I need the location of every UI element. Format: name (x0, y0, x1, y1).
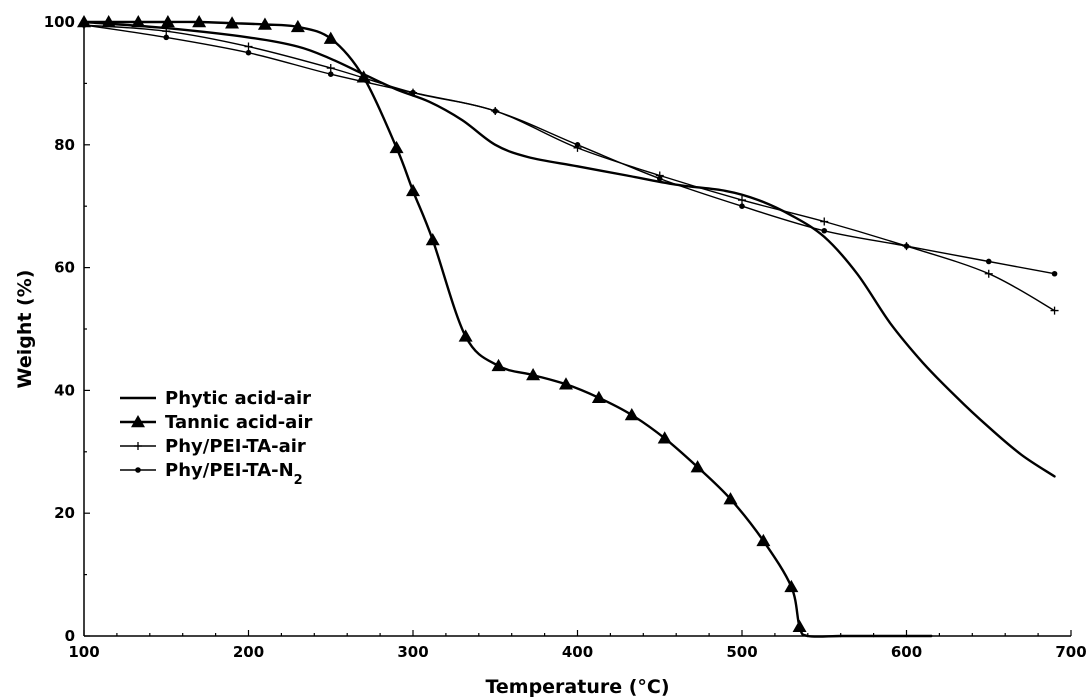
series-2-point (160, 15, 175, 28)
series-4 (81, 22, 1058, 277)
series-2-point (690, 460, 705, 473)
series-4-point (821, 227, 828, 234)
series-4-point (492, 108, 499, 114)
x-axis-title: Temperature (°C) (485, 676, 669, 698)
legend-subscript: 2 (294, 473, 303, 488)
series-2-point (458, 329, 473, 342)
legend-item-2: Tannic acid-air (120, 412, 312, 433)
legend-marker (135, 467, 141, 473)
series-3-line (83, 24, 1056, 312)
series-3-point (984, 269, 993, 278)
series-3 (80, 21, 1059, 315)
x-tick-label: 500 (726, 643, 757, 661)
y-axis-title: Weight (%) (14, 270, 36, 389)
series-2 (77, 15, 933, 638)
axes: 100 200 300 400 500 600 700 0 20 40 60 80 100 (44, 13, 1087, 661)
x-tick-label: 600 (891, 643, 922, 661)
series-2-point (929, 634, 933, 638)
legend-label: Phytic acid-air (165, 388, 311, 409)
legend-label: Phy/PEI-TA-air (165, 436, 306, 457)
series-2-point (591, 390, 606, 404)
legend-item-1: Phytic acid-air (120, 388, 311, 409)
series-1 (82, 20, 1056, 478)
series-4-point (245, 49, 252, 56)
legend-marker (131, 415, 145, 428)
series-2-point (491, 358, 506, 372)
y-tick-label: 80 (54, 136, 75, 154)
series-4-point (81, 22, 87, 28)
series-4-point (327, 71, 334, 77)
series-2-point (131, 15, 146, 28)
series-4-point (739, 203, 745, 209)
series-4-point (903, 243, 910, 249)
series-2-point (558, 377, 573, 390)
series-4-point (163, 34, 170, 41)
series-3-point (326, 64, 335, 73)
legend-item-3: Phy/PEI-TA-air (120, 436, 306, 457)
series-2-point (792, 619, 807, 633)
series-2-point (624, 407, 639, 421)
series-2-point (389, 140, 404, 154)
legend-label: Tannic acid-air (165, 412, 312, 433)
y-tick-label: 60 (54, 259, 75, 277)
series-2-point (526, 368, 541, 381)
x-tick-label: 700 (1055, 643, 1086, 661)
series-2-point (323, 31, 338, 44)
series-2-point (192, 15, 207, 28)
x-tick-label: 200 (233, 643, 264, 661)
series-4-point (1051, 270, 1058, 277)
series-2-point (425, 232, 440, 246)
series-4-point (410, 89, 416, 96)
series-2-point (290, 19, 305, 33)
series-4-point (656, 175, 663, 182)
series-4-point (985, 258, 992, 265)
series-2-point (406, 183, 420, 197)
series-2-line (82, 20, 933, 638)
series-2-point (257, 17, 272, 30)
series-3-point (1050, 306, 1059, 315)
x-tick-label: 100 (68, 643, 99, 661)
series-2-point (839, 634, 842, 638)
series-layer (77, 15, 1059, 638)
series-4-line (83, 24, 1056, 275)
legend-label: Phy/PEI-TA-N2 (165, 460, 303, 488)
y-tick-label: 20 (54, 504, 75, 522)
series-2-point (225, 16, 240, 29)
series-2-point (806, 634, 809, 638)
series-2-point (101, 15, 116, 28)
series-2-point (872, 634, 875, 638)
legend-item-4: Phy/PEI-TA-N2 (120, 460, 303, 488)
y-tick-label: 0 (65, 627, 75, 645)
series-2-point (905, 634, 908, 638)
series-1-line (82, 20, 1056, 478)
series-4-point (574, 142, 581, 148)
legend: Phytic acid-air Tannic acid-air Phy/PEI-TA… (120, 388, 312, 488)
series-3-point (738, 196, 746, 205)
y-tick-label: 40 (54, 381, 75, 399)
legend-marker (134, 442, 142, 450)
series-2-point (723, 492, 738, 505)
series-3-point (820, 217, 829, 226)
y-tick-label: 100 (44, 13, 75, 31)
series-3-point (244, 42, 253, 51)
series-3-point (162, 27, 171, 36)
series-2-point (784, 579, 799, 593)
series-2-point (756, 533, 771, 547)
series-2-point (657, 431, 672, 444)
x-tick-label: 400 (562, 643, 593, 661)
x-tick-label: 300 (397, 643, 428, 661)
